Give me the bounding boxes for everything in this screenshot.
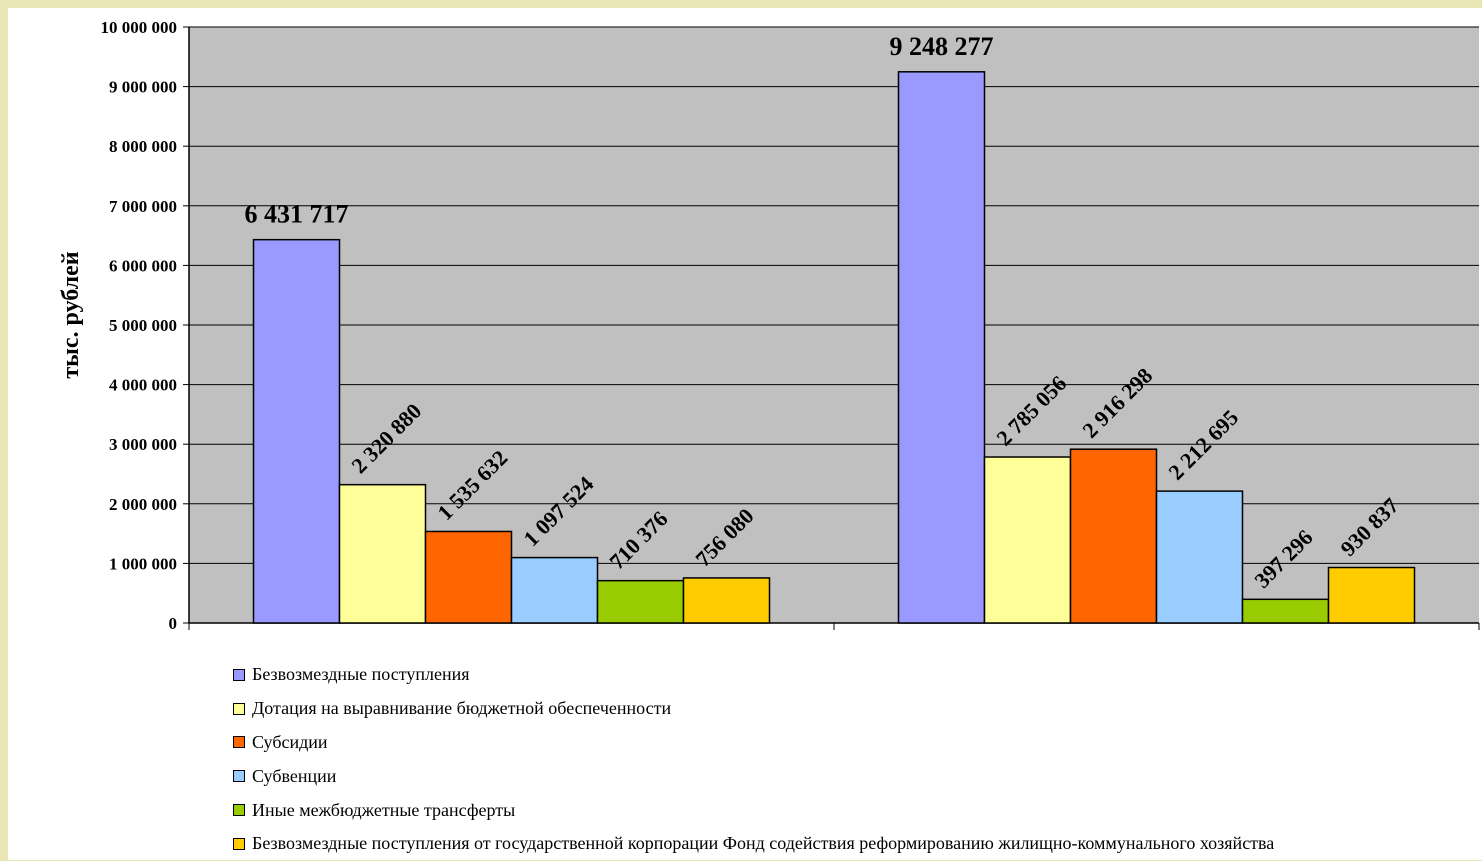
legend-swatch	[233, 736, 245, 749]
y-tick-label: 4 000 000	[109, 376, 177, 395]
y-tick-label: 2 000 000	[109, 495, 177, 514]
y-axis-ticks: 0 1 000 000 2 000 000 3 000 000 4 000 000 5 0…	[101, 18, 178, 633]
legend-swatch	[233, 668, 245, 681]
y-tick-label: 10 000 000	[101, 18, 178, 37]
y-tick-label: 5 000 000	[109, 316, 177, 335]
legend-label: Иные межбюджетные трансферты	[252, 799, 516, 820]
legend-label: Субвенции	[252, 765, 337, 786]
y-tick-label: 7 000 000	[109, 197, 177, 216]
y-axis-label: тыс. рублей	[58, 251, 84, 378]
legend-swatch	[233, 837, 245, 850]
bar	[1069, 448, 1158, 624]
legend: Безвозмездные поступления Дотация на выра…	[233, 658, 1274, 861]
bar	[1155, 490, 1244, 624]
legend-label: Субсидии	[252, 731, 328, 752]
bar	[682, 577, 771, 624]
legend-item: Дотация на выравнивание бюджетной обеспе…	[233, 692, 1274, 726]
bar	[596, 579, 685, 624]
y-tick-label: 0	[169, 614, 178, 633]
data-label: 9 248 277	[890, 32, 994, 61]
legend-item: Безвозмездные поступления	[233, 658, 1274, 692]
legend-item: Безвозмездные поступления от государстве…	[233, 827, 1274, 861]
legend-label: Безвозмездные поступления	[252, 664, 470, 685]
y-tick-label: 6 000 000	[109, 256, 177, 275]
bar	[1327, 566, 1416, 624]
bar	[510, 556, 599, 624]
legend-swatch	[233, 702, 245, 715]
data-label: 6 431 717	[245, 200, 349, 229]
chart-frame: 0 1 000 000 2 000 000 3 000 000 4 000 000 5 0…	[8, 8, 1482, 860]
y-tick-label: 8 000 000	[109, 137, 177, 156]
legend-item: Субсидии	[233, 726, 1274, 760]
y-tick-label: 9 000 000	[109, 78, 177, 97]
legend-item: Субвенции	[233, 759, 1274, 793]
legend-label: Безвозмездные поступления от государстве…	[252, 833, 1275, 854]
legend-swatch	[233, 804, 245, 817]
legend-label: Дотация на выравнивание бюджетной обеспе…	[252, 698, 672, 719]
bar	[424, 530, 513, 624]
bar	[252, 238, 341, 624]
y-tick-label: 3 000 000	[109, 435, 177, 454]
bars	[252, 71, 1416, 624]
bar	[897, 71, 986, 624]
bar-chart: 0 1 000 000 2 000 000 3 000 000 4 000 000 5 0…	[58, 18, 1480, 633]
bar	[338, 483, 427, 624]
bar	[983, 456, 1072, 624]
gridlines	[189, 26, 1479, 564]
y-tick-label: 1 000 000	[109, 554, 177, 573]
bar	[1241, 598, 1330, 624]
legend-item: Иные межбюджетные трансферты	[233, 793, 1274, 827]
legend-swatch	[233, 770, 245, 783]
